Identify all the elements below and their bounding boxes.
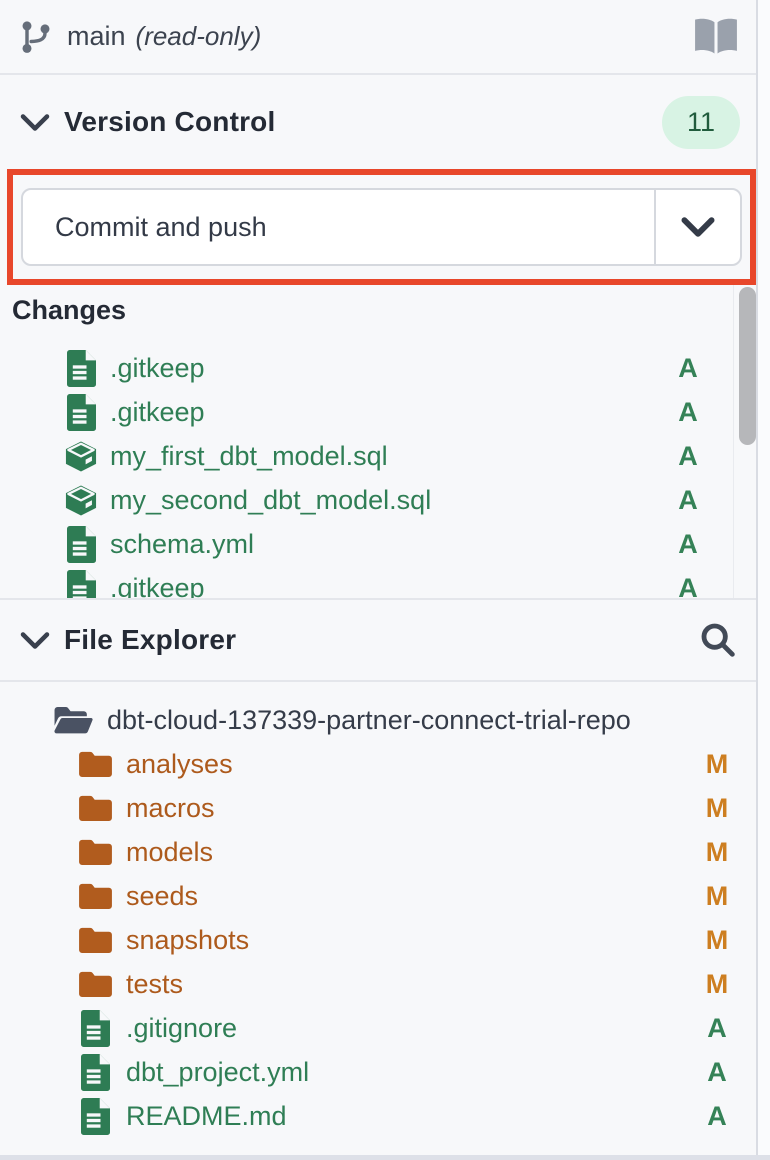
changes-title: Changes [12,295,127,325]
chevron-down-icon[interactable] [20,113,50,132]
git-status-badge: M [705,924,729,955]
file-name-label: analyses [126,748,233,779]
file-name-label: dbt_project.yml [126,1056,310,1087]
tree-row[interactable]: README.md A [0,1094,756,1138]
file-icon [64,569,98,598]
changes-row[interactable]: .gitkeep A [0,566,756,600]
git-status-badge: A [707,1100,727,1131]
commit-dropdown-toggle[interactable] [654,190,740,264]
git-branch-icon [18,19,54,55]
folder-icon [78,971,112,997]
folder-icon [78,927,112,953]
model-icon [64,482,98,519]
file-name-label: .gitkeep [110,352,205,383]
file-name-label: snapshots [126,924,250,955]
git-status-badge: M [705,880,729,911]
file-icon [78,1053,112,1091]
file-name-label: README.md [126,1100,287,1131]
folder-icon [78,883,112,909]
changes-row[interactable]: .gitkeep A [0,390,756,434]
book-docs-icon[interactable] [692,16,740,58]
file-name-label: .gitkeep [110,572,205,600]
file-icon [64,349,98,387]
changes-count-badge: 11 [662,95,740,149]
changes-row[interactable]: my_first_dbt_model.sql A [0,434,756,478]
tree-row[interactable]: dbt_project.yml A [0,1050,756,1094]
search-icon[interactable] [698,620,738,660]
file-name-label: .gitkeep [110,396,205,427]
git-status-badge: M [705,792,729,823]
branch-mode-label: (read-only) [135,21,262,51]
tree-row[interactable]: .gitignore A [0,1006,756,1050]
file-name-label: my_second_dbt_model.sql [110,484,432,515]
file-name-label: .gitignore [126,1012,238,1043]
tree-row[interactable]: seeds M [0,874,756,918]
annotation-highlight-box: Commit and push [7,169,756,285]
git-status-badge: A [678,528,698,559]
scrollbar-thumb[interactable] [739,287,756,445]
file-name-label: macros [126,792,215,823]
commit-button-label[interactable]: Commit and push [55,211,267,242]
changes-row[interactable]: schema.yml A [0,522,756,566]
changes-row[interactable]: .gitkeep A [0,346,756,390]
file-icon [78,1009,112,1047]
folder-icon [78,839,112,865]
changes-row[interactable]: my_second_dbt_model.sql A [0,478,756,522]
git-status-badge: A [678,352,698,383]
git-status-badge: M [705,836,729,867]
file-explorer-title: File Explorer [64,624,237,655]
git-status-badge: A [678,440,698,471]
file-name-label: models [126,836,214,867]
branch-name[interactable]: main [67,21,126,51]
git-status-badge: A [678,572,698,600]
commit-and-push-button[interactable]: Commit and push [21,188,742,266]
chevron-down-icon [681,217,715,237]
file-name-label: tests [126,968,184,999]
file-name-label: schema.yml [110,528,255,559]
folder-open-icon [53,705,93,736]
git-status-badge: A [707,1056,727,1087]
tree-row[interactable]: macros M [0,786,756,830]
scrollbar-track[interactable] [733,285,756,598]
file-explorer-header[interactable]: File Explorer [0,600,756,682]
model-icon [64,438,98,475]
git-status-badge: A [707,1012,727,1043]
version-control-title: Version Control [64,106,276,137]
file-tree: dbt-cloud-137339-partner-connect-trial-r… [0,682,756,1138]
git-status-badge: M [705,748,729,779]
file-icon [78,1097,112,1135]
tree-row[interactable]: analyses M [0,742,756,786]
bottom-divider [0,1155,770,1160]
tree-row[interactable]: models M [0,830,756,874]
git-status-badge: A [678,396,698,427]
chevron-down-icon[interactable] [20,631,50,650]
folder-icon [78,751,112,777]
tree-row[interactable]: snapshots M [0,918,756,962]
tree-root-row[interactable]: dbt-cloud-137339-partner-connect-trial-r… [0,698,756,742]
repo-root-label: dbt-cloud-137339-partner-connect-trial-r… [107,704,631,735]
file-name-label: my_first_dbt_model.sql [110,440,388,471]
git-status-badge: M [705,968,729,999]
tree-row[interactable]: tests M [0,962,756,1006]
folder-icon [78,795,112,821]
file-name-label: seeds [126,880,199,911]
branch-bar: main (read-only) [0,0,756,75]
git-status-badge: A [678,484,698,515]
file-icon [64,393,98,431]
file-icon [64,525,98,563]
version-control-header[interactable]: Version Control 11 [0,75,756,169]
